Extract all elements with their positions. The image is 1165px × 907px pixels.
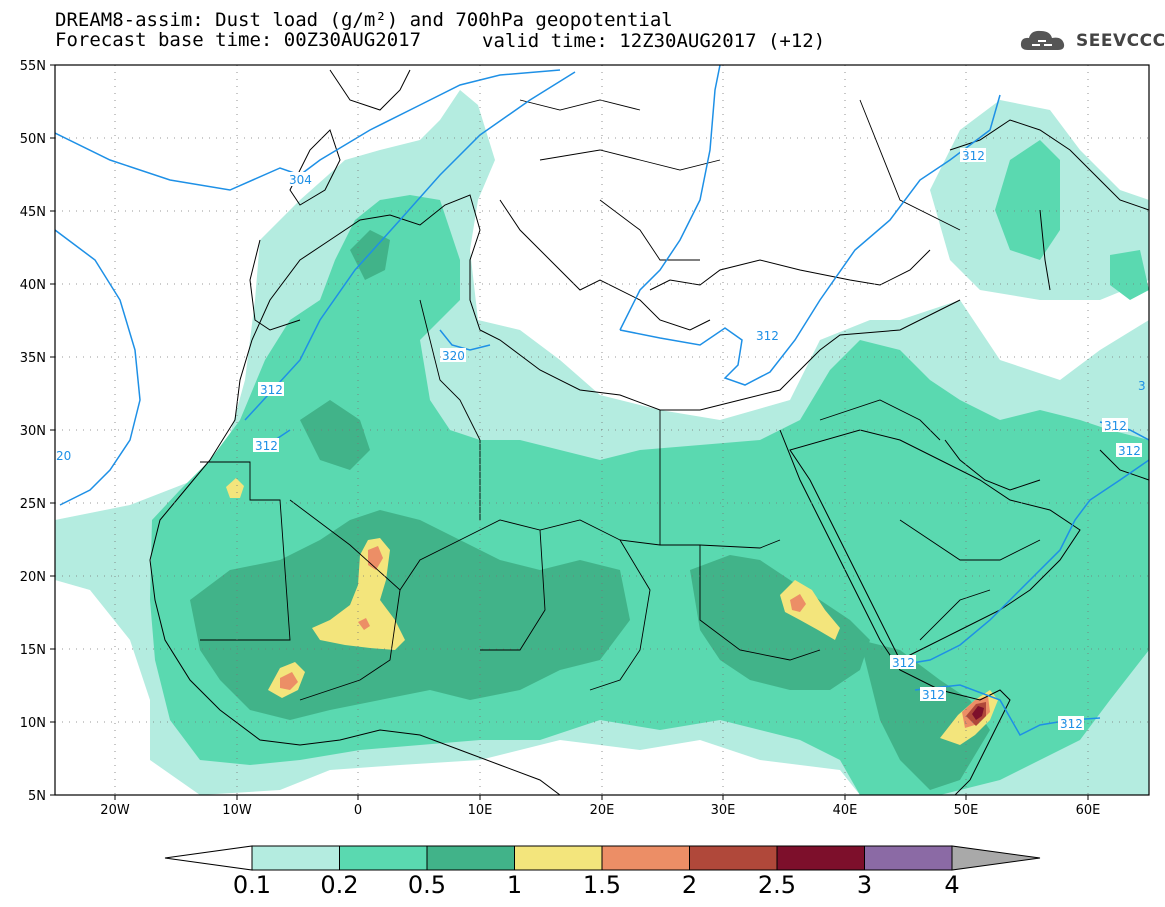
lat-tick-label: 50N <box>20 132 46 147</box>
logo: SEEVCCC <box>1018 28 1165 54</box>
colorbar-swatch <box>864 845 953 871</box>
lon-tick-label: 0 <box>354 803 362 818</box>
cloud-icon <box>1020 30 1065 50</box>
colorbar-over-arrow <box>951 845 1041 871</box>
lat-tick-label: 40N <box>20 278 46 293</box>
contour-label: 312 <box>892 656 915 670</box>
contour-label: 320 <box>442 349 465 363</box>
dust-level-2 <box>966 702 986 726</box>
logo-text: SEEVCCC <box>1076 31 1165 51</box>
lon-tick-labels: 20W 10W 0 10E 20E 30E 40E 50E 60E <box>100 803 1100 818</box>
colorbar-label: 2 <box>682 871 697 899</box>
lat-tick-label: 20N <box>20 570 46 585</box>
contour-label: 312 <box>1060 717 1083 731</box>
country-borders <box>200 99 1041 701</box>
lon-tick-label: 50E <box>954 803 979 818</box>
colorbar-label: 1 <box>507 871 522 899</box>
contour-label: 312 <box>1104 419 1127 433</box>
contour-label: 304 <box>289 173 312 187</box>
colorbar-swatch <box>251 845 340 871</box>
lon-tick-label: 30E <box>711 803 736 818</box>
chart-title: DREAM8-assim: Dust load (g/m²) and 700hP… <box>55 9 673 31</box>
lon-tick-label: 10W <box>222 803 252 818</box>
colorbar-label: 1.5 <box>583 871 621 899</box>
colorbar-swatch <box>426 845 515 871</box>
colorbar-label: 2.5 <box>758 871 796 899</box>
lat-tick-labels: 55N 50N 45N 40N 35N 30N 25N 20N 15N 10N … <box>20 59 46 804</box>
contour-label: 312 <box>260 383 283 397</box>
lon-tick-label: 40E <box>833 803 858 818</box>
colorbar-label: 0.2 <box>320 871 358 899</box>
map-plot-area: 304 312 312 312 312 320 312 312 312 312 … <box>55 65 1149 795</box>
contour-labels: 304 312 312 312 312 320 312 312 312 312 … <box>56 148 1146 731</box>
colorbar-label: 0.5 <box>408 871 446 899</box>
geopotential-contours <box>55 65 1149 736</box>
axis-ticks <box>50 64 1089 800</box>
lon-tick-label: 10E <box>468 803 493 818</box>
lon-tick-label: 60E <box>1076 803 1101 818</box>
contour-label: 3 <box>1138 379 1146 393</box>
lat-tick-label: 35N <box>20 351 46 366</box>
colorbar: 0.1 0.2 0.5 1 1.5 2 2.5 3 4 <box>164 845 1041 899</box>
valid-time: valid time: 12Z30AUG2017 (+12) <box>482 30 826 52</box>
forecast-base-time: Forecast base time: 00Z30AUG2017 <box>55 29 422 51</box>
colorbar-label: 4 <box>944 871 959 899</box>
colorbar-swatch <box>339 845 428 871</box>
lat-tick-label: 45N <box>20 205 46 220</box>
lon-tick-label: 20E <box>590 803 615 818</box>
contour-label: 312 <box>922 688 945 702</box>
colorbar-swatch <box>601 845 690 871</box>
lat-tick-label: 10N <box>20 716 46 731</box>
colorbar-label: 3 <box>857 871 872 899</box>
contour-label: 312 <box>255 439 278 453</box>
contour-label: 312 <box>962 149 985 163</box>
lat-tick-label: 25N <box>20 497 46 512</box>
colorbar-swatch <box>514 845 603 871</box>
lat-tick-label: 5N <box>28 789 46 804</box>
graticule <box>55 65 1149 795</box>
colorbar-label: 0.1 <box>233 871 271 899</box>
contour-label: 20 <box>56 449 71 463</box>
lat-tick-label: 30N <box>20 424 46 439</box>
colorbar-swatch <box>689 845 778 871</box>
colorbar-under-arrow <box>164 845 253 871</box>
contour-label: 312 <box>1118 444 1141 458</box>
contour-label: 312 <box>756 329 779 343</box>
lat-tick-label: 15N <box>20 643 46 658</box>
coastlines <box>149 69 1149 795</box>
colorbar-swatch <box>776 845 865 871</box>
lon-tick-label: 20W <box>100 803 130 818</box>
lat-tick-label: 55N <box>20 59 46 74</box>
